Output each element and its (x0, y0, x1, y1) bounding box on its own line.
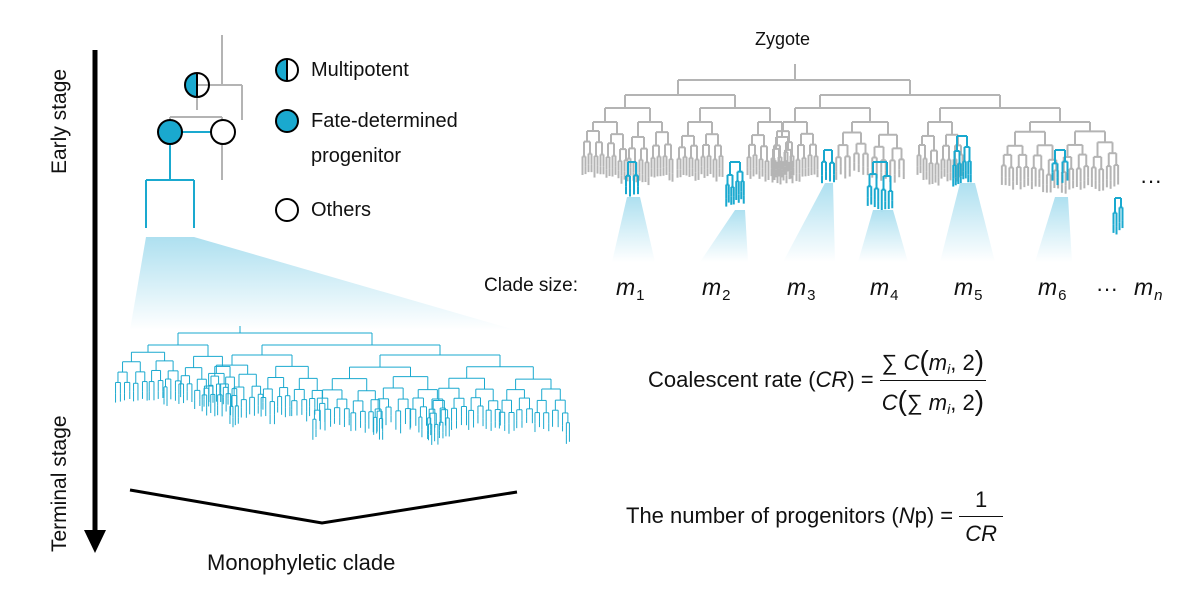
cr-num-i: i (947, 361, 951, 377)
cr-lhs-close: ) = (847, 366, 874, 392)
early-stage-label: Early stage (48, 68, 71, 174)
np-lhs-var: N (898, 502, 915, 528)
tree-ellipsis: ··· (1140, 168, 1162, 193)
clade-size-m3: m3 (787, 274, 816, 304)
clade-fade-6 (1035, 197, 1072, 262)
multipotent-node-icon (184, 72, 210, 98)
np-lhs-var2: p (914, 502, 927, 528)
cr-den-two: , 2 (950, 390, 975, 415)
clade-fade-3 (783, 183, 835, 262)
cr-num-c: C (903, 350, 920, 375)
clade-size-m1: m1 (616, 274, 645, 304)
np-numerator: 1 (975, 487, 988, 512)
np-denominator: CR (959, 516, 1004, 547)
clade-fades (612, 183, 1072, 262)
clade-size-m6: m6 (1038, 274, 1067, 304)
cr-num-two: , 2 (950, 350, 975, 375)
legend-fate-label: Fate-determined (311, 110, 458, 132)
cr-denominator: C(∑ mi, 2) (879, 380, 987, 417)
clade-fade-4 (858, 210, 908, 262)
zygote-label: Zygote (755, 29, 811, 49)
cr-lhs-text: Coalescent rate ( (648, 366, 816, 392)
legend-others-label: Others (311, 199, 372, 221)
clade-size-mn: mn (1134, 274, 1163, 304)
clade-size-label: Clade size: (484, 275, 578, 296)
time-arrow-head (84, 530, 106, 553)
terminal-stage-label: Terminal stage (48, 415, 71, 552)
cr-fraction: ∑ C(mi, 2) C(∑ mi, 2) (879, 345, 987, 417)
zoom-fade (130, 237, 515, 330)
np-fraction: 1 CR (959, 487, 1004, 547)
cr-den-sum: ∑ (906, 390, 923, 415)
legend-fate-icon (275, 109, 299, 133)
monophyletic-tree (115, 326, 570, 445)
clade-size-m2: m2 (702, 274, 731, 304)
clade-fade-1 (612, 197, 655, 262)
clade-fade-5 (940, 183, 995, 262)
cr-num-m: m (928, 350, 948, 375)
zygote-lineage-tree (581, 64, 1124, 235)
clade-size-ellipsis: ··· (1096, 276, 1118, 301)
legend-fate-label-line2: progenitor (311, 145, 402, 167)
coalescent-rate-formula: Coalescent rate (CR) = ∑ C(mi, 2) C(∑ mi… (648, 345, 987, 417)
cr-den-i: i (947, 401, 951, 417)
clade-size-m4: m4 (870, 274, 899, 304)
np-lhs-text: The number of progenitors ( (626, 502, 899, 528)
progenitor-number-formula: The number of progenitors (Np) = 1 CR (626, 487, 1004, 547)
fate-determined-node-icon (157, 119, 183, 145)
cr-lhs-var: CR (815, 366, 848, 392)
legend-others-icon (275, 198, 299, 222)
np-lhs-close: ) = (926, 502, 954, 528)
cr-num-sum: ∑ (881, 350, 898, 375)
cr-den-c: C (881, 390, 898, 415)
other-node-icon (210, 119, 236, 145)
monophyletic-bracket (129, 488, 518, 525)
legend-multipotent-icon (275, 58, 299, 82)
monophyletic-clade-label: Monophyletic clade (207, 550, 396, 575)
cr-numerator: ∑ C(mi, 2) (881, 345, 985, 377)
clade-size-m5: m5 (954, 274, 983, 304)
legend-multipotent-label: Multipotent (311, 59, 409, 81)
clade-fade-2 (700, 210, 748, 262)
cr-den-m: m (928, 390, 948, 415)
